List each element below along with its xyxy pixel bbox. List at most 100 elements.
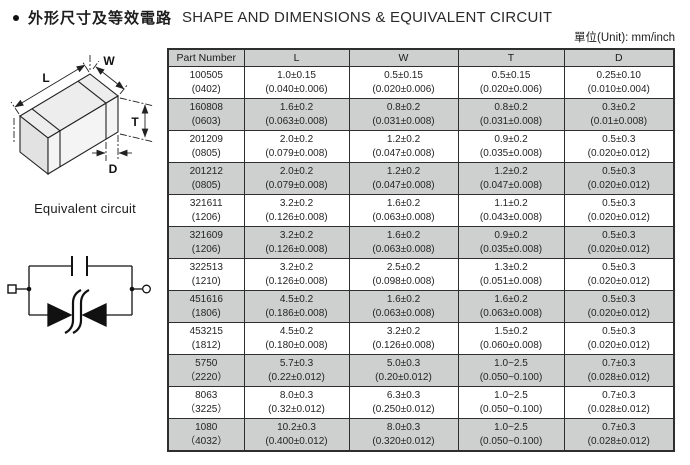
dimension-mm-value: 8.0±0.3 — [279, 389, 314, 401]
cell-dim-d: 0.7±0.3 (0.028±0.012) — [563, 354, 675, 387]
cell-part-number: 201212 (0805) — [167, 162, 245, 195]
dimension-mm-value: 0.7±0.3 — [602, 357, 636, 369]
dimension-inch-value: (0.22±0.012) — [268, 371, 325, 383]
dimension-mm-value: 0.5±0.3 — [602, 261, 636, 273]
dimension-mm-value: 1080 — [195, 421, 218, 433]
table-row: 5750 （2220） 5.7±0.3 (0.22±0.012) 5.0±0.3 (0.2… — [167, 354, 675, 387]
dimension-mm-value: 160808 — [189, 101, 223, 113]
table-row: 451616 (1806) 4.5±0.2 (0.186±0.008) 1.6±0.2 (… — [167, 290, 675, 323]
dim-label-d: D — [109, 162, 118, 176]
dimension-inch-value: (1206) — [191, 243, 221, 255]
cell-part-number: 321609 (1206) — [167, 226, 245, 259]
dimension-inch-value: (0.035±0.008) — [479, 147, 543, 159]
dimension-mm-value: 0.8±0.2 — [386, 101, 421, 113]
section-title: 外形尺寸及等效電路 SHAPE AND DIMENSIONS & EQUIVAL… — [13, 7, 552, 28]
table-header-row: Part Number L W T D — [167, 48, 675, 67]
dimension-mm-value: 0.25±0.10 — [596, 69, 641, 81]
dimension-mm-value: 0.3±0.2 — [602, 101, 636, 113]
dimension-mm-value: 8063 — [195, 389, 218, 401]
cell-dim-l: 4.5±0.2 (0.186±0.008) — [243, 290, 350, 323]
cell-dim-w: 1.6±0.2 (0.063±0.008) — [348, 226, 459, 259]
dimension-mm-value: 2.5±0.2 — [386, 261, 421, 273]
dimension-inch-value: (0.250±0.012) — [372, 403, 435, 415]
col-header-t: T — [457, 48, 565, 67]
dimension-inch-value: (1210) — [191, 275, 221, 287]
cell-dim-t: 1.6±0.2 (0.063±0.008) — [457, 290, 565, 323]
dimension-inch-value: (0.063±0.008) — [372, 243, 435, 255]
dimension-mm-value: 0.5±0.15 — [384, 69, 423, 81]
dimension-inch-value: (0.020±0.012) — [587, 211, 650, 223]
cell-dim-w: 1.6±0.2 (0.063±0.008) — [348, 194, 459, 227]
capacitor-icon — [29, 256, 132, 276]
dimension-mm-value: 0.5±0.3 — [602, 325, 636, 337]
cell-dim-d: 0.5±0.3 (0.020±0.012) — [563, 130, 675, 163]
cell-dim-t: 0.9±0.2 (0.035±0.008) — [457, 130, 565, 163]
terminal-left-icon — [7, 284, 17, 294]
dimension-inch-value: (0.043±0.008) — [479, 211, 543, 223]
cell-part-number: 160808 (0603) — [167, 98, 245, 131]
dimension-mm-value: 1.3±0.2 — [494, 261, 528, 273]
dimension-inch-value: (0.031±0.008) — [372, 115, 435, 127]
dimension-inch-value: (0.126±0.008) — [265, 211, 328, 223]
dimension-inch-value: (0.050~0.100) — [479, 435, 543, 447]
cell-dim-l: 2.0±0.2 (0.079±0.008) — [243, 130, 350, 163]
section-title-en: SHAPE AND DIMENSIONS & EQUIVALENT CIRCUI… — [182, 9, 553, 26]
dimension-inch-value: (0.320±0.012) — [372, 435, 435, 447]
dimension-inch-value: (0.020±0.012) — [587, 243, 650, 255]
dimension-inch-value: (0.020±0.012) — [587, 275, 650, 287]
dimension-mm-value: 201209 — [189, 133, 223, 145]
junction-dot-right — [129, 286, 135, 292]
dimension-mm-value: 6.3±0.3 — [386, 389, 421, 401]
cell-dim-w: 3.2±0.2 (0.126±0.008) — [348, 322, 459, 355]
dimension-mm-value: 2.0±0.2 — [279, 165, 314, 177]
dimension-inch-value: (0.180±0.008) — [265, 339, 328, 351]
dimension-inch-value: (0.040±0.006) — [265, 83, 328, 95]
left-electrode-band — [31, 108, 61, 167]
cell-dim-t: 0.5±0.15 (0.020±0.006) — [457, 66, 565, 99]
dimension-inch-value: (0.063±0.008) — [372, 307, 435, 319]
dimension-inch-value: (0.035±0.008) — [479, 243, 543, 255]
dimension-mm-value: 4.5±0.2 — [279, 325, 314, 337]
cell-dim-l: 10.2±0.3 (0.400±0.012) — [243, 418, 350, 452]
cell-dim-w: 0.5±0.15 (0.020±0.006) — [348, 66, 459, 99]
right-electrode-band — [77, 80, 107, 140]
dimension-inch-value: (0603) — [191, 115, 221, 127]
equivalent-circuit-figure — [7, 256, 151, 334]
dimension-mm-value: 1.2±0.2 — [386, 165, 421, 177]
dimension-mm-value: 0.8±0.2 — [494, 101, 528, 113]
dimension-inch-value: (1812) — [191, 339, 221, 351]
cell-part-number: 8063 （3225） — [167, 386, 245, 419]
bullet-icon — [13, 14, 19, 21]
dimension-mm-value: 10.2±0.3 — [277, 421, 316, 433]
dimension-mm-value: 1.5±0.2 — [494, 325, 528, 337]
dimension-mm-value: 3.2±0.2 — [386, 325, 421, 337]
col-header-w: W — [348, 48, 459, 67]
dimension-inch-value: (0.079±0.008) — [265, 147, 328, 159]
dimension-inch-value: (0.010±0.004) — [587, 83, 650, 95]
dimension-mm-value: 321611 — [189, 197, 223, 209]
dimension-mm-value: 321609 — [189, 229, 223, 241]
dimension-inch-value: (1206) — [191, 211, 221, 223]
dimension-inch-value: (0.126±0.008) — [372, 339, 435, 351]
dimension-inch-value: (0.020±0.012) — [587, 339, 650, 351]
dimension-inch-value: (0.020±0.012) — [587, 307, 650, 319]
dimension-inch-value: （4032） — [185, 435, 228, 447]
dimension-inch-value: (0.047±0.008) — [372, 147, 435, 159]
dimension-inch-value: (0.060±0.008) — [479, 339, 543, 351]
dimension-mm-value: 0.9±0.2 — [494, 133, 528, 145]
dimension-inch-value: (0.400±0.012) — [265, 435, 328, 447]
dim-label-w: W — [103, 54, 115, 68]
cell-dim-w: 1.2±0.2 (0.047±0.008) — [348, 162, 459, 195]
cell-dim-t: 0.8±0.2 (0.031±0.008) — [457, 98, 565, 131]
cell-dim-l: 4.5±0.2 (0.180±0.008) — [243, 322, 350, 355]
dimension-inch-value: (0.063±0.008) — [372, 211, 435, 223]
dimension-mm-value: 5750 — [195, 357, 218, 369]
dimension-mm-value: 8.0±0.3 — [386, 421, 421, 433]
dimension-inch-value: (0.050~0.100) — [479, 403, 543, 415]
cell-dim-d: 0.5±0.3 (0.020±0.012) — [563, 194, 675, 227]
cell-dim-l: 8.0±0.3 (0.32±0.012) — [243, 386, 350, 419]
dimension-inch-value: (1806) — [191, 307, 221, 319]
cell-dim-w: 5.0±0.3 (0.20±0.012) — [348, 354, 459, 387]
dimension-lines — [10, 55, 155, 161]
dimension-inch-value: (0.020±0.012) — [587, 147, 650, 159]
